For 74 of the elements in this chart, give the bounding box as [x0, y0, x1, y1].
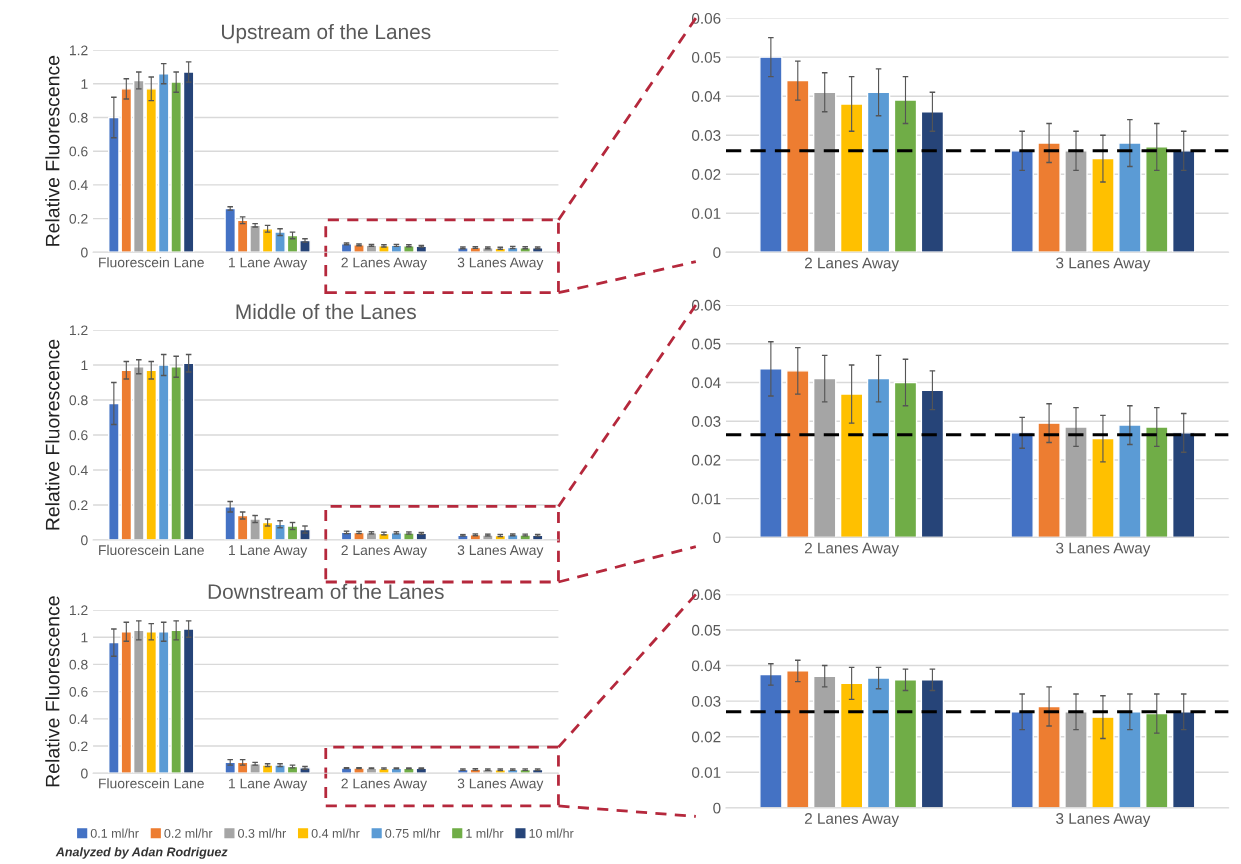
y-tick-label: 0.05	[691, 624, 721, 636]
y-tick-label: 0.03	[691, 130, 721, 141]
x-tick-label: 3 Lanes Away	[457, 545, 544, 558]
y-tick-label: 0	[81, 768, 88, 779]
y-tick-label: 0.02	[691, 454, 721, 466]
legend-label: 0.4 ml/hr	[311, 828, 360, 838]
y-axis-title: Relative Fluorescence	[45, 55, 60, 246]
legend-label: 1 ml/hr	[466, 828, 504, 838]
y-tick-label: 1	[81, 79, 88, 89]
x-tick-label: 3 Lanes Away	[1056, 257, 1151, 272]
y-tick-label: 0.03	[691, 416, 721, 427]
y-tick-label: 0	[713, 532, 721, 544]
x-tick-label: 2 Lanes Away	[341, 778, 428, 792]
x-tick-label: 3 Lanes Away	[457, 257, 544, 271]
chart-title: Upstream of the Lanes	[222, 23, 431, 44]
y-tick-label: 1.2	[69, 325, 88, 336]
legend-label: 0.75 ml/hr	[385, 828, 441, 838]
y-tick-label: 0.02	[691, 731, 721, 743]
y-tick-label: 0.04	[691, 91, 721, 102]
y-tick-label: 0.6	[69, 686, 88, 697]
legend-label: 0.1 ml/hr	[90, 828, 139, 838]
y-tick-label: 0.06	[691, 589, 721, 601]
y-tick-label: 0.03	[691, 696, 721, 707]
y-tick-label: 0.6	[69, 430, 88, 441]
y-tick-label: 0.2	[69, 213, 88, 224]
legend-label: 0.2 ml/hr	[164, 828, 213, 838]
y-tick-label: 0.06	[691, 13, 721, 24]
x-tick-label: 3 Lanes Away	[1056, 542, 1151, 557]
y-tick-label: 0.2	[69, 741, 88, 752]
y-tick-label: 0.01	[691, 767, 721, 778]
y-tick-label: 1.2	[69, 605, 88, 616]
y-tick-label: 0.4	[69, 714, 88, 725]
y-tick-label: 0.01	[691, 208, 721, 219]
x-tick-label: Fluorescein Lane	[99, 544, 204, 556]
y-tick-label: 0.01	[691, 493, 721, 505]
y-tick-label: 0.8	[69, 395, 88, 406]
x-tick-label: Fluorescein Lane	[99, 778, 204, 789]
y-tick-label: 0.8	[69, 112, 88, 123]
y-tick-label: 1	[81, 632, 88, 643]
y-tick-label: 1.2	[69, 45, 88, 56]
x-tick-label: 2 Lanes Away	[804, 257, 900, 272]
x-tick-label: 1 Lane Away	[229, 257, 308, 271]
y-tick-label: 0.06	[691, 299, 721, 311]
y-tick-label: 0	[713, 247, 721, 258]
y-tick-label: 0.04	[691, 377, 721, 389]
y-tick-label: 0	[81, 247, 88, 258]
x-tick-label: 2 Lanes Away	[341, 257, 428, 271]
x-tick-label: 2 Lanes Away	[804, 813, 900, 827]
legend-label: 0.3 ml/hr	[238, 828, 286, 838]
y-axis-title: Relative Fluorescence	[45, 339, 60, 530]
x-tick-label: 3 Lanes Away	[1056, 813, 1151, 827]
x-tick-label: 2 Lanes Away	[341, 545, 428, 558]
y-tick-label: 0.2	[69, 500, 88, 511]
y-tick-label: 0	[81, 535, 88, 546]
x-tick-label: 3 Lanes Away	[457, 778, 544, 792]
y-tick-label: 0.6	[69, 146, 88, 157]
y-tick-label: 0.02	[691, 169, 721, 180]
chart-title: Middle of the Lanes	[236, 303, 416, 320]
y-tick-label: 0.4	[69, 465, 88, 476]
legend-label: 10 ml/hr	[529, 828, 574, 838]
text: Analyzed by Adan Rodriguez	[55, 847, 228, 859]
y-tick-label: 1	[81, 360, 88, 371]
y-tick-label: 0.4	[69, 180, 88, 191]
y-tick-label: 0.05	[691, 338, 721, 350]
y-tick-label: 0.8	[69, 659, 88, 670]
x-tick-label: 2 Lanes Away	[804, 542, 900, 557]
y-tick-label: 0	[713, 802, 721, 814]
x-tick-label: Fluorescein Lane	[99, 257, 204, 268]
y-tick-label: 0.05	[691, 52, 721, 63]
y-axis-title: Relative Fluorescence	[45, 596, 60, 787]
chart-title: Downstream of the Lanes	[208, 583, 444, 600]
x-tick-label: 1 Lane Away	[229, 778, 308, 792]
x-tick-label: 1 Lane Away	[229, 545, 308, 558]
y-tick-label: 0.04	[691, 660, 721, 672]
